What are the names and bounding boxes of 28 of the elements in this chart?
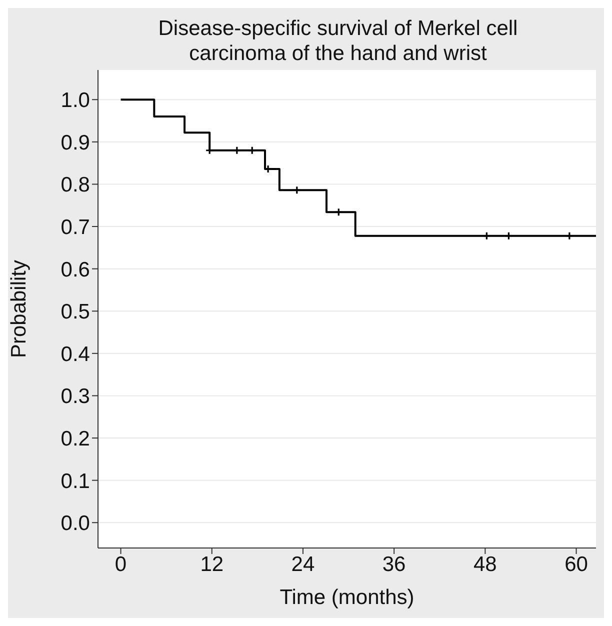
x-tick-label: 24 [291,552,315,576]
chart-title: Disease-specific survival of Merkel cell carcinoma of the hand and wrist [157,16,519,66]
y-tick-label: 0.1 [60,470,90,493]
x-tick-label: 12 [200,552,224,576]
y-tick-label: 0.0 [60,512,90,536]
point [334,208,343,216]
y-tick-label: 0.5 [60,300,90,324]
x-tick-label: 36 [382,552,406,576]
point [565,232,574,240]
point [292,186,302,194]
y-tick-label: 0.3 [60,385,90,408]
x-axis-title: Time (months) [280,586,414,609]
y-tick-label: 0.2 [60,427,90,450]
point [248,146,256,155]
y-tick-label: 0.4 [60,342,90,366]
x-tick-label: 0 [114,552,127,576]
y-tick-label: 1.0 [60,89,90,112]
y-tick-label: 0.6 [60,258,90,282]
y-tick-label: 0.8 [60,174,90,197]
y-axis-title: Probability [7,259,30,358]
point [232,146,242,155]
y-tick-label: 0.9 [60,131,90,154]
point [205,146,214,155]
point [504,232,513,240]
x-tick-label: 48 [473,552,497,576]
point [482,232,491,240]
x-tick-label: 60 [564,552,588,576]
y-tick-label: 0.7 [60,216,90,239]
